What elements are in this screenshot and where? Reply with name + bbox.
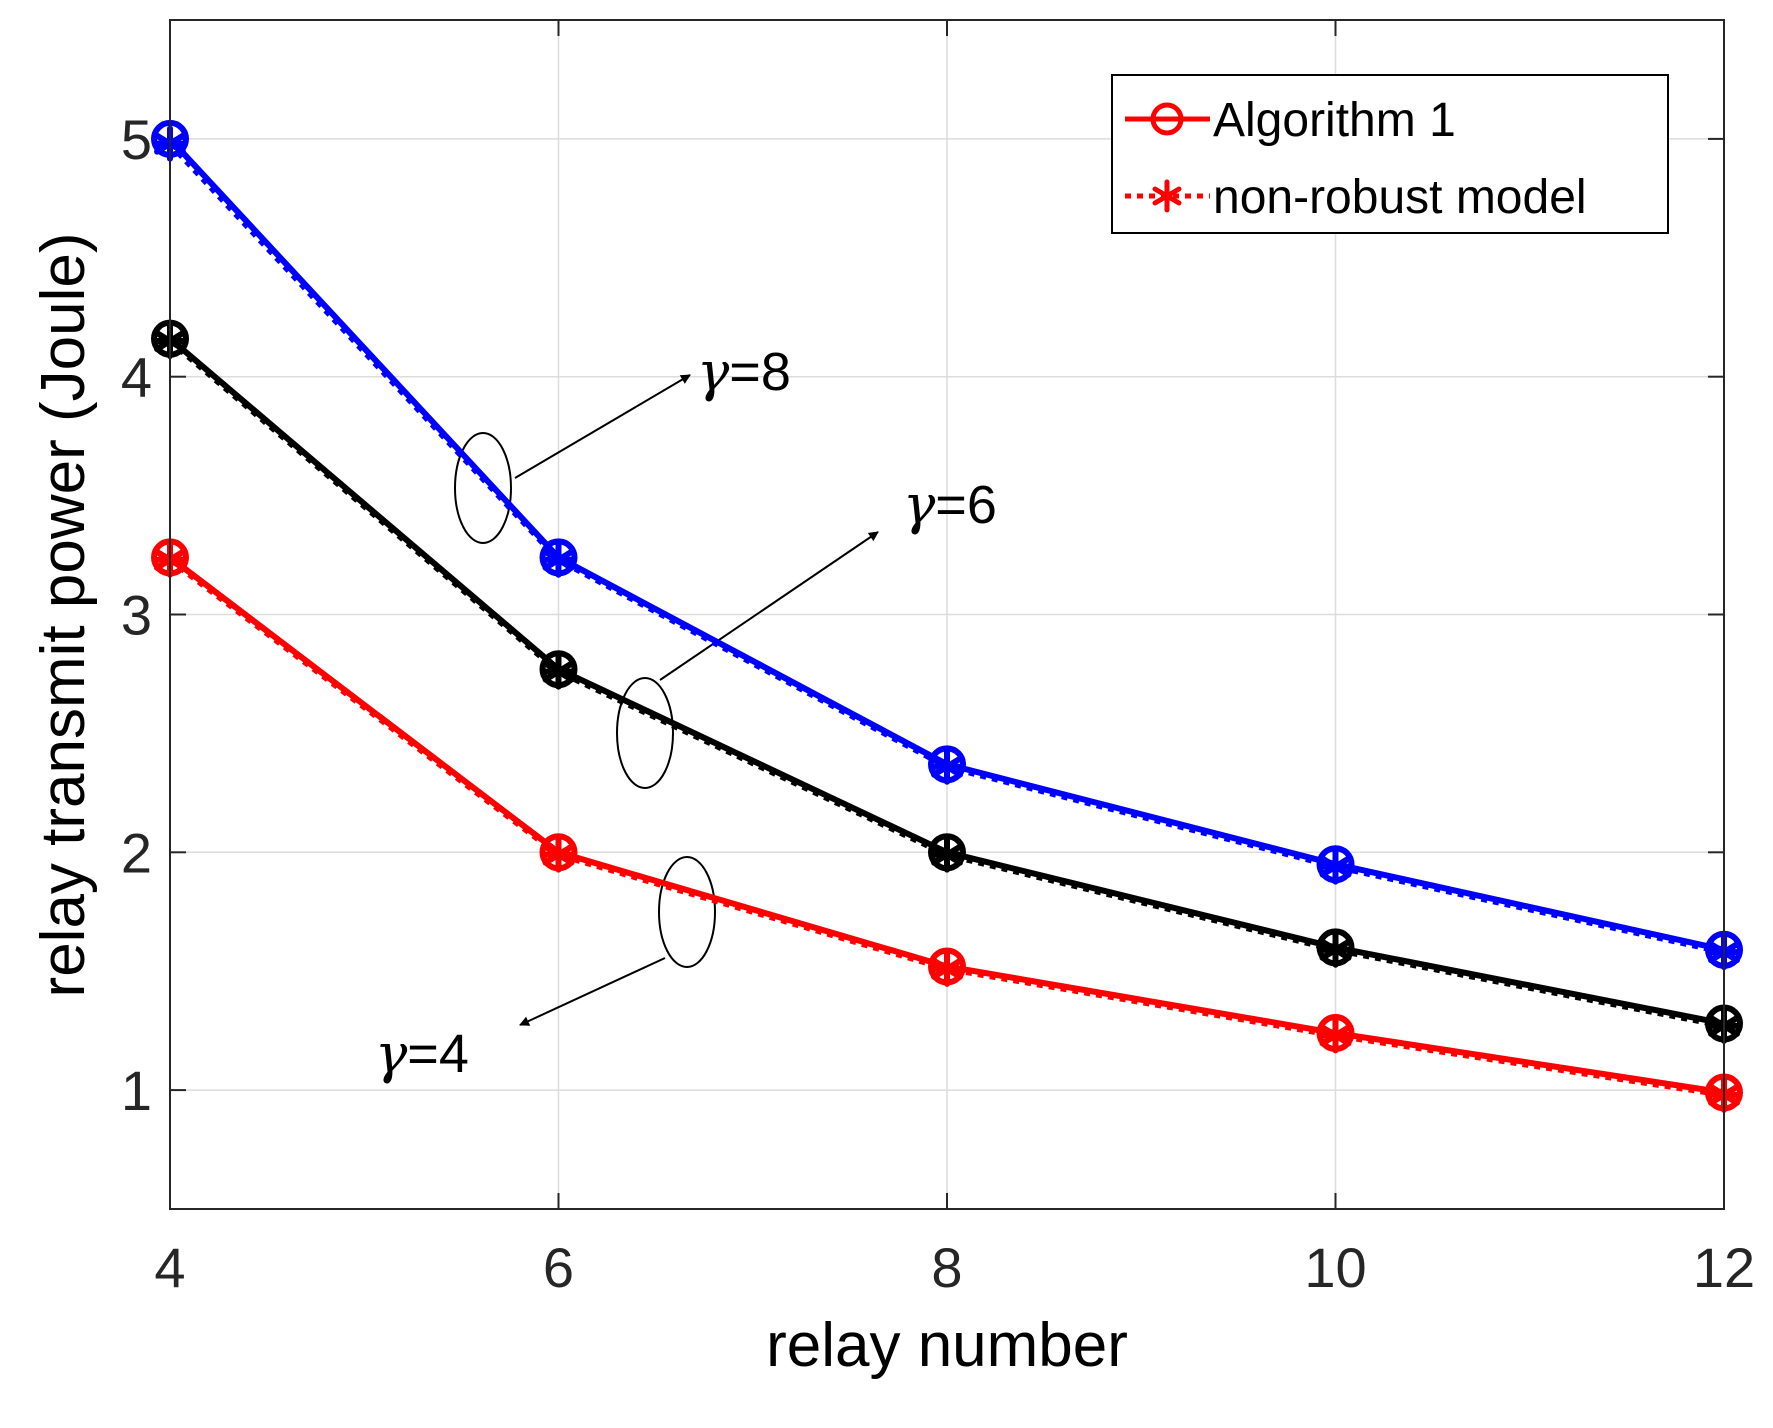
annotation-gamma-6: γ=6 [903,473,997,536]
x-tick-label: 4 [154,1236,185,1299]
legend-label-algorithm-1: Algorithm 1 [1213,94,1456,147]
data-point-asterisk [1317,931,1354,968]
x-tick-label: 8 [931,1236,962,1299]
ellipse-gamma-4 [658,856,716,968]
arrow-gamma-6 [659,531,879,681]
ellipse-gamma-8 [454,432,512,544]
legend-asterisk-marker [1152,179,1182,213]
y-tick-label: 1 [121,1059,152,1122]
x-tick-label: 10 [1304,1236,1366,1299]
data-point-asterisk [929,748,965,785]
y-tick-label: 4 [121,346,152,409]
data-point-asterisk [1317,1017,1354,1054]
y-tick-label: 5 [121,108,152,171]
data-point-asterisk [929,950,965,987]
ellipse-gamma-6 [616,677,674,789]
y-axis-label: relay transmit power (Joule) [29,233,98,998]
annotation-ellipses [454,432,716,968]
x-axis-label: relay number [766,1311,1128,1380]
data-point-asterisk [540,653,577,690]
legend-item-algorithm-1: Algorithm 1 [1125,94,1456,147]
y-tick-label: 2 [121,821,152,884]
x-tick-label: 12 [1693,1236,1755,1299]
annotation-arrows [514,374,879,1026]
arrow-gamma-8 [514,374,691,479]
data-point-asterisk [540,836,577,873]
data-point-asterisk [929,836,965,873]
legend-label-non-robust: non-robust model [1213,171,1587,224]
legend-circle-marker [1150,102,1184,136]
arrow-gamma-4 [519,957,666,1026]
data-point-asterisk [1317,848,1354,885]
y-tick-label: 3 [121,584,152,647]
legend-item-non-robust: non-robust model [1125,171,1587,224]
plot-border [169,19,1725,1210]
legend: Algorithm 1 non-robust model [1111,74,1669,234]
x-tick-label: 6 [543,1236,574,1299]
data-point-asterisk [540,541,577,578]
annotation-gamma-8: γ=8 [697,340,791,403]
annotation-gamma-4: γ=4 [375,1022,469,1085]
legend-box [1111,74,1669,234]
